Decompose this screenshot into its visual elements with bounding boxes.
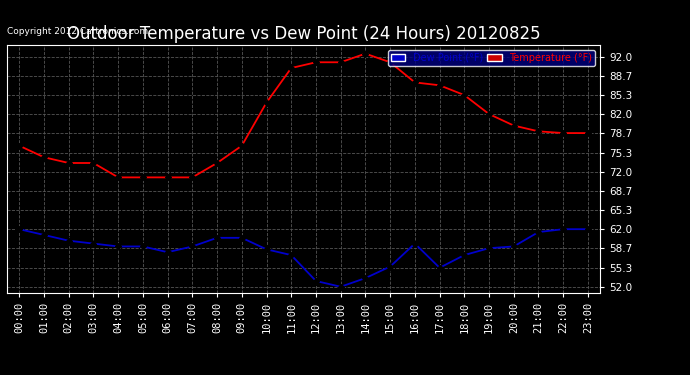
Text: Copyright 2012 Cartronics.com: Copyright 2012 Cartronics.com xyxy=(7,27,148,36)
Legend: Dew Point (°F), Temperature (°F): Dew Point (°F), Temperature (°F) xyxy=(388,50,595,66)
Title: Outdoor Temperature vs Dew Point (24 Hours) 20120825: Outdoor Temperature vs Dew Point (24 Hou… xyxy=(67,26,540,44)
